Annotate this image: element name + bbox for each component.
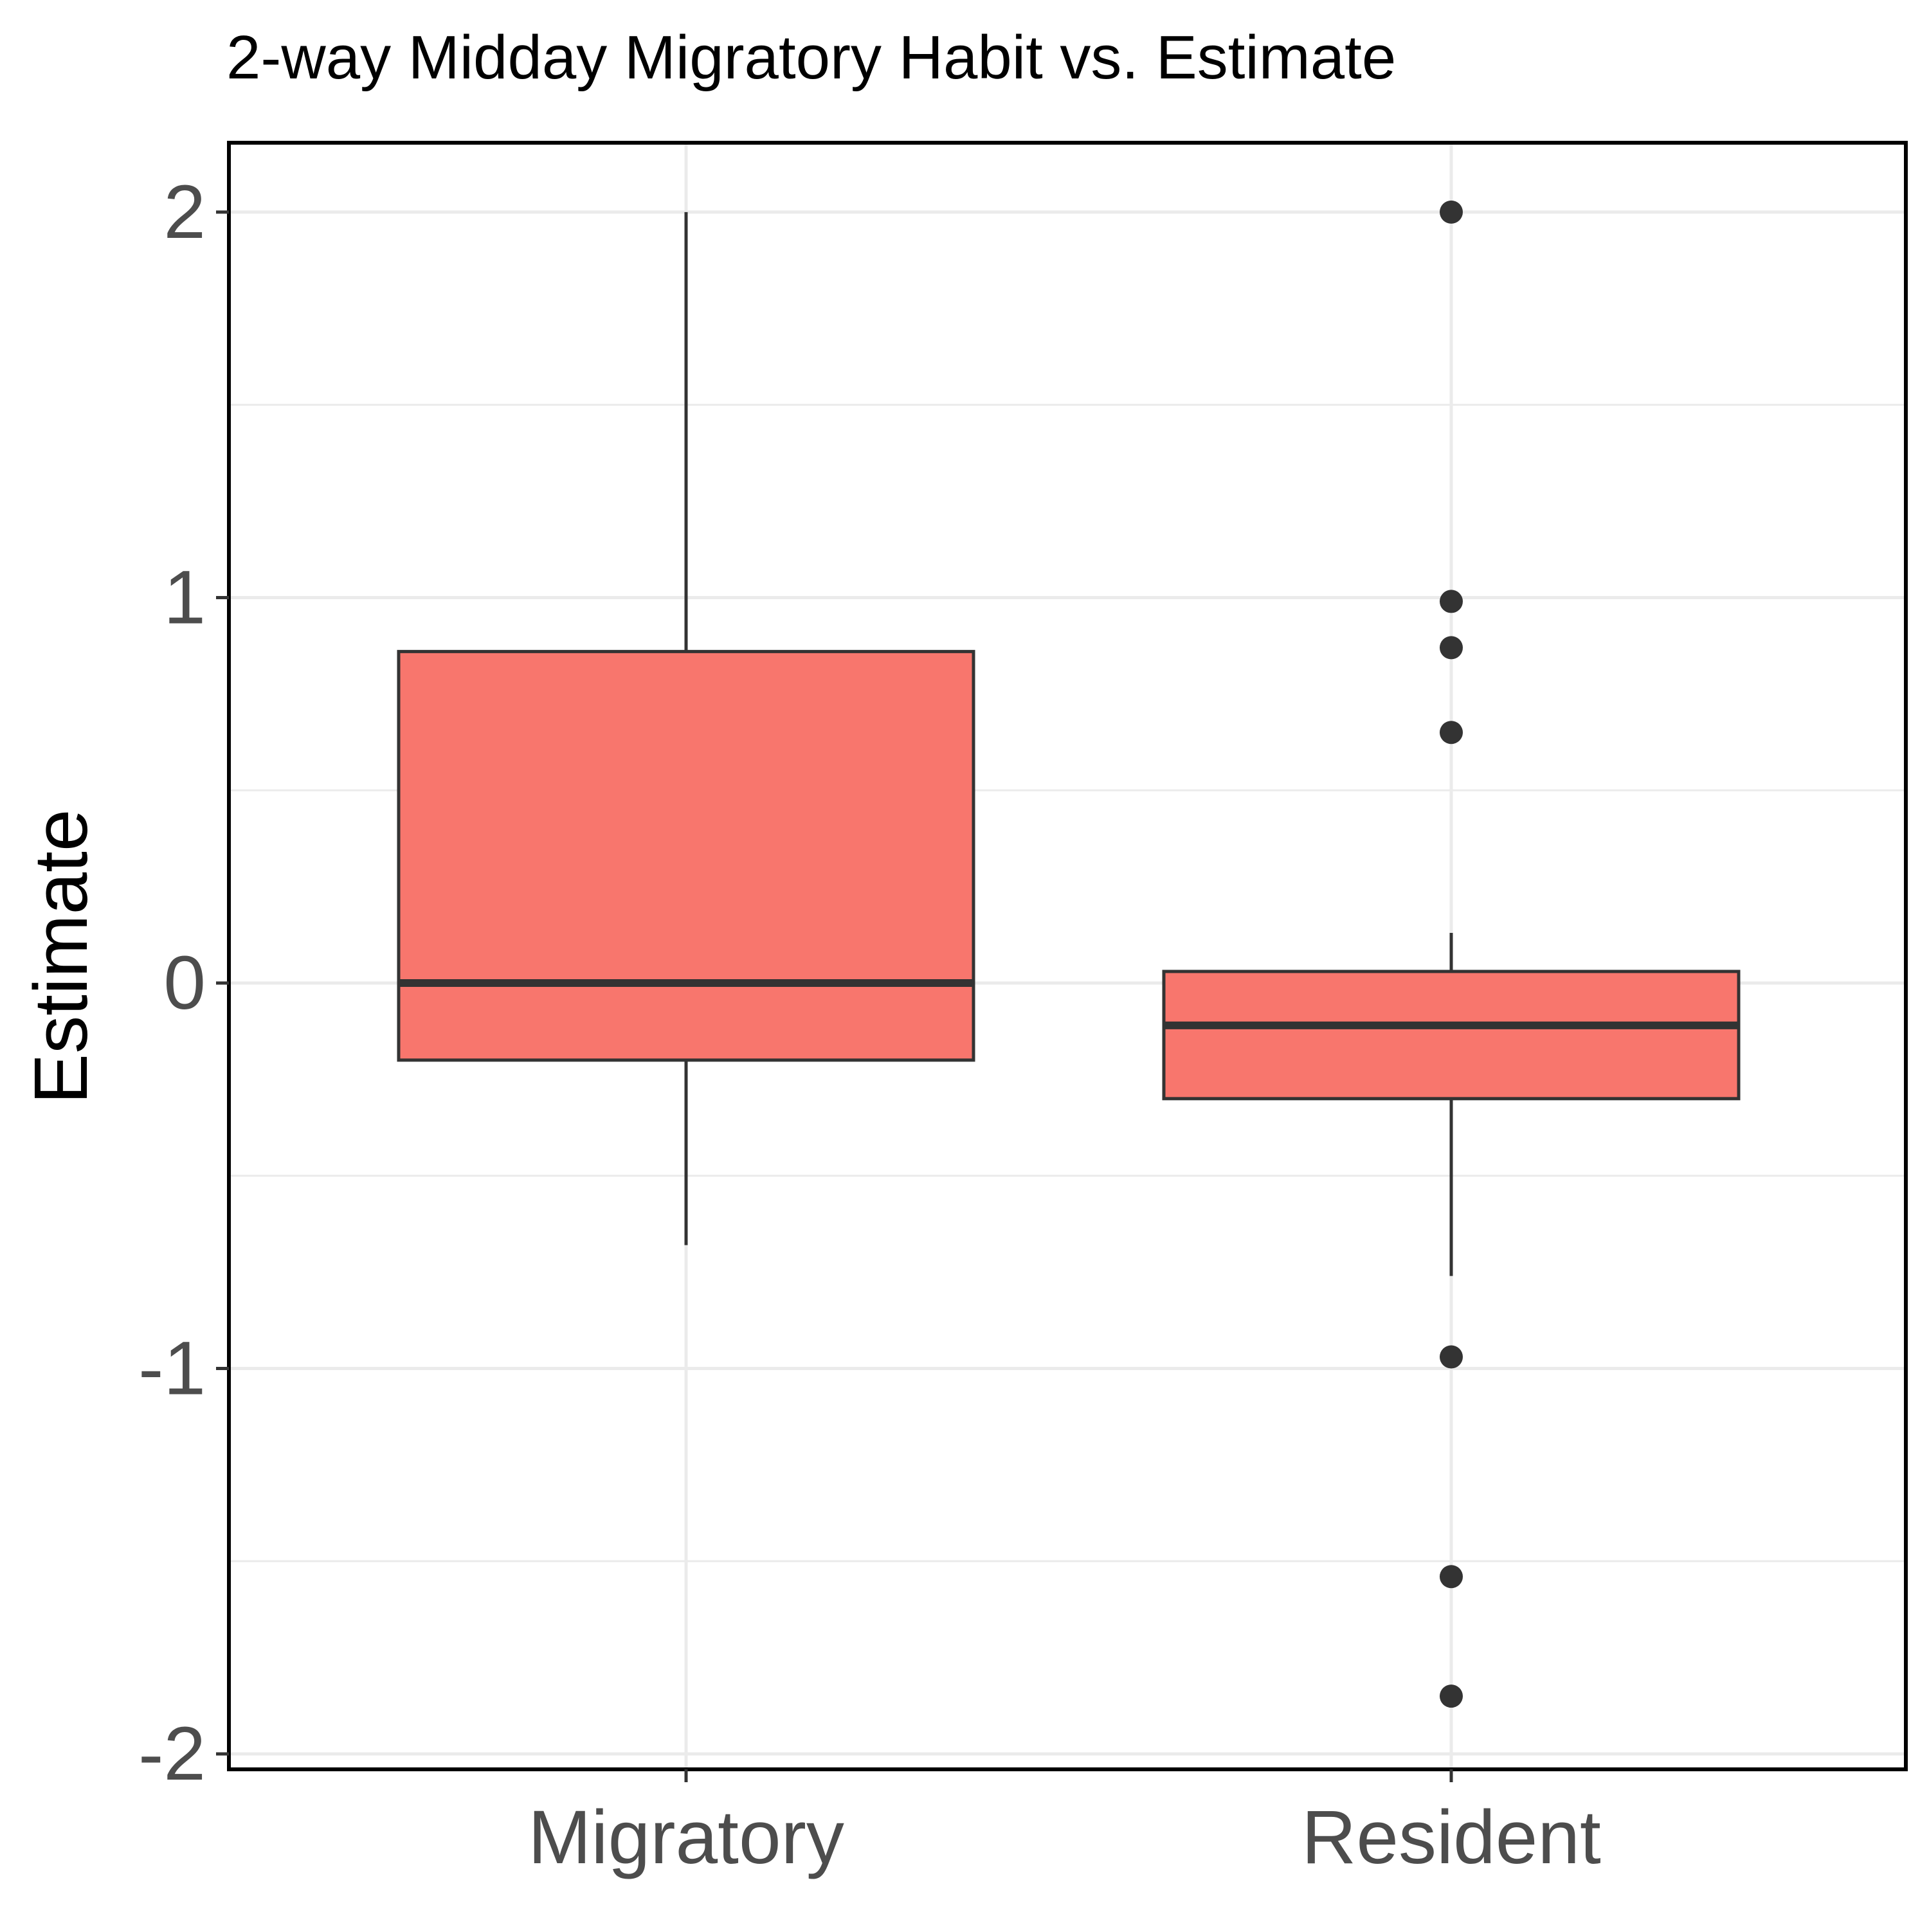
y-tick-label: -2 (138, 1711, 206, 1796)
axes: -2 -1 0 1 2 Migratory Resident (138, 170, 1601, 1880)
plot-panel-border (227, 141, 1908, 1771)
iqr-box (397, 649, 975, 1062)
box-migratory (397, 212, 975, 1245)
outlier-point (1440, 1684, 1463, 1708)
outlier-point (1440, 721, 1463, 745)
x-tick-label: Migratory (528, 1795, 844, 1880)
outlier-point (1440, 200, 1463, 224)
box-resident (1162, 200, 1741, 1708)
y-tick-label: 0 (163, 941, 206, 1025)
x-tick-label: Resident (1301, 1795, 1601, 1880)
y-axis-title: Estimate (19, 809, 104, 1104)
plot-marks (397, 200, 1741, 1708)
y-tick-label: 1 (163, 555, 206, 640)
outlier-point (1440, 590, 1463, 613)
y-tick-label: 2 (163, 170, 206, 255)
outlier-point (1440, 1345, 1463, 1369)
outlier-point (1440, 1565, 1463, 1589)
y-tick-label: -1 (138, 1326, 206, 1411)
iqr-box (1162, 970, 1741, 1101)
chart-title: 2-way Midday Migratory Habit vs. Estimat… (226, 23, 1396, 92)
outlier-point (1440, 636, 1463, 660)
